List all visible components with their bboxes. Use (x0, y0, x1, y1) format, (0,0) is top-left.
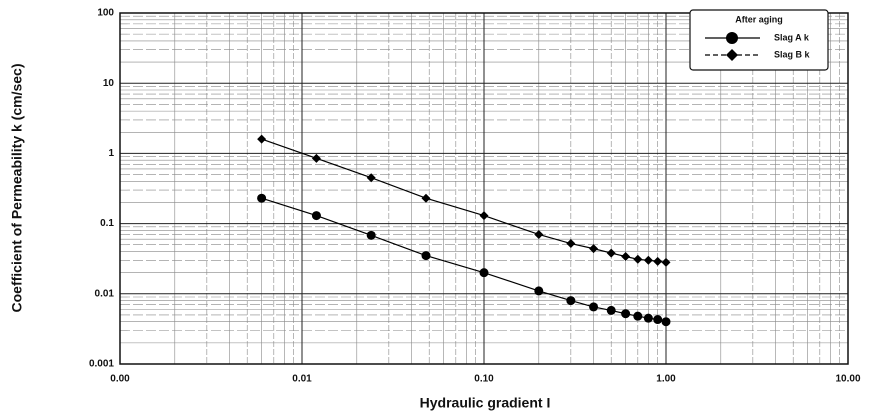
marker (643, 255, 653, 265)
marker (421, 251, 431, 261)
marker (366, 173, 376, 183)
marker (633, 311, 643, 321)
series-line (261, 197, 667, 323)
y-tick-label: 100 (97, 8, 114, 19)
x-tick-label: 0.10 (474, 374, 494, 385)
marker (589, 302, 599, 312)
y-axis-label: Coefficient of Permeability k (cm/sec) (9, 64, 25, 313)
series-line (261, 138, 667, 264)
marker (643, 313, 653, 323)
marker (606, 305, 616, 315)
plot-frame (119, 12, 849, 365)
y-tick-label: 10 (103, 78, 115, 89)
marker (633, 254, 643, 264)
x-tick-label: 0.01 (292, 374, 312, 385)
marker (566, 239, 576, 249)
legend-label: Slag A k (774, 32, 810, 42)
marker (606, 248, 616, 258)
marker (257, 134, 267, 144)
y-tick-label: 0.001 (89, 359, 114, 370)
y-tick-label: 0.1 (100, 218, 114, 229)
marker (661, 257, 671, 267)
x-tick-label: 10.00 (835, 374, 860, 385)
marker (653, 256, 663, 266)
marker (566, 296, 576, 306)
marker (589, 244, 599, 254)
x-tick-label: 0.00 (110, 374, 130, 385)
marker (257, 193, 267, 203)
marker (534, 286, 544, 296)
marker (534, 229, 544, 239)
marker (621, 309, 631, 319)
legend-label: Slag B k (774, 49, 811, 59)
marker (311, 211, 321, 221)
y-tick-label: 0.01 (95, 288, 115, 299)
marker (653, 315, 663, 325)
legend-title: After aging (735, 14, 783, 24)
y-tick-label: 1 (108, 148, 114, 159)
marker (421, 193, 431, 203)
marker (621, 251, 631, 261)
marker (311, 153, 321, 163)
marker (479, 211, 489, 221)
marker (479, 268, 489, 278)
x-tick-label: 1.00 (656, 374, 676, 385)
marker (661, 317, 671, 327)
marker (366, 230, 376, 240)
legend-marker (726, 49, 738, 61)
x-axis-label: Hydraulic gradient I (420, 395, 551, 411)
legend-marker (726, 32, 738, 44)
